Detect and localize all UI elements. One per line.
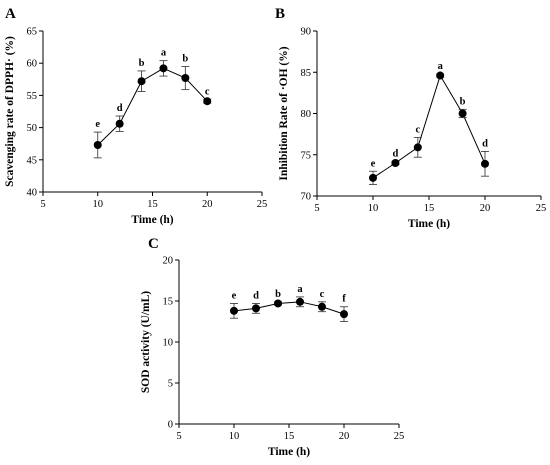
panel-letter: C [148, 236, 159, 252]
data-point [274, 299, 282, 308]
data-point [252, 304, 260, 313]
data-point [318, 302, 326, 311]
significance-label: a [161, 48, 167, 59]
y-tick-label: 15 [163, 297, 174, 308]
data-point [93, 140, 102, 149]
significance-label: d [482, 138, 488, 149]
data-point [137, 77, 146, 86]
y-tick-label: 20 [163, 256, 174, 267]
data-point [115, 119, 124, 128]
x-tick-label: 20 [202, 199, 213, 210]
data-point [369, 173, 377, 182]
significance-label: b [460, 96, 466, 107]
x-tick-label: 25 [394, 431, 405, 442]
data-point [481, 159, 489, 168]
series-line [97, 67, 208, 146]
x-axis-title: Time (h) [268, 446, 310, 458]
significance-label: b [275, 289, 281, 300]
y-tick-label: 10 [163, 338, 174, 349]
y-tick-label: 65 [27, 27, 38, 38]
y-tick-label: 45 [27, 155, 38, 166]
significance-label: f [342, 294, 346, 305]
panel-letter: A [5, 6, 16, 22]
significance-label: c [205, 86, 210, 97]
series-line [372, 74, 486, 179]
x-axis-title: Time (h) [408, 218, 450, 230]
x-tick-label: 25 [536, 203, 547, 214]
data-point [413, 143, 422, 152]
y-axis-title: Inhibition Rate of ·OH (%) [278, 46, 290, 180]
x-tick-label: 10 [229, 431, 240, 442]
data-point [181, 74, 190, 83]
panel-b: B 70 75 80 85 90 5 10 15 20 25 Time (h) Inhibition R… [275, 6, 546, 230]
data-point [458, 109, 467, 118]
y-tick-label: 50 [27, 123, 38, 134]
y-tick-label: 90 [301, 27, 312, 38]
series-line [233, 301, 345, 315]
y-axis-title: SOD activity (U/mL) [140, 291, 152, 393]
x-tick-label: 15 [284, 431, 295, 442]
x-axis-title: Time (h) [131, 214, 173, 226]
significance-label: d [117, 103, 123, 114]
significance-label: e [232, 290, 237, 301]
significance-label: a [438, 61, 444, 72]
y-tick-label: 70 [301, 192, 312, 203]
y-tick-label: 80 [301, 109, 312, 120]
x-tick-label: 10 [93, 199, 104, 210]
x-tick-label: 10 [368, 203, 379, 214]
y-tick-label: 75 [301, 150, 312, 161]
significance-label: e [371, 158, 376, 169]
panel-letter: B [275, 6, 285, 22]
y-tick-label: 60 [27, 59, 38, 70]
x-tick-label: 5 [40, 199, 45, 210]
x-tick-label: 20 [339, 431, 350, 442]
significance-label: e [95, 119, 100, 130]
significance-label: d [392, 148, 398, 159]
data-point [340, 310, 348, 319]
x-tick-label: 5 [176, 431, 181, 442]
panel-a: A 40 45 50 55 60 65 5 10 15 20 25 Time (h) Scavenging… [4, 6, 267, 226]
x-tick-label: 20 [480, 203, 491, 214]
significance-label: c [415, 124, 420, 135]
significance-label: b [139, 58, 145, 69]
y-tick-label: 5 [168, 379, 173, 390]
significance-label: d [253, 290, 259, 301]
x-tick-label: 25 [257, 199, 268, 210]
y-axis-title: Scavenging rate of DPPH· (%) [4, 36, 16, 187]
y-tick-label: 55 [27, 91, 38, 102]
data-point [230, 306, 238, 315]
data-point [391, 159, 400, 167]
data-point [296, 297, 304, 306]
y-tick-label: 85 [301, 68, 312, 79]
data-point [203, 97, 212, 106]
y-tick-label: 0 [168, 420, 173, 431]
x-tick-label: 15 [147, 199, 158, 210]
x-tick-label: 15 [424, 203, 435, 214]
y-tick-label: 40 [27, 188, 38, 199]
data-point [159, 64, 168, 73]
significance-label: c [320, 289, 325, 300]
significance-label: a [297, 284, 303, 295]
x-tick-label: 5 [314, 203, 319, 214]
significance-label: b [182, 53, 188, 64]
data-point [436, 71, 445, 80]
